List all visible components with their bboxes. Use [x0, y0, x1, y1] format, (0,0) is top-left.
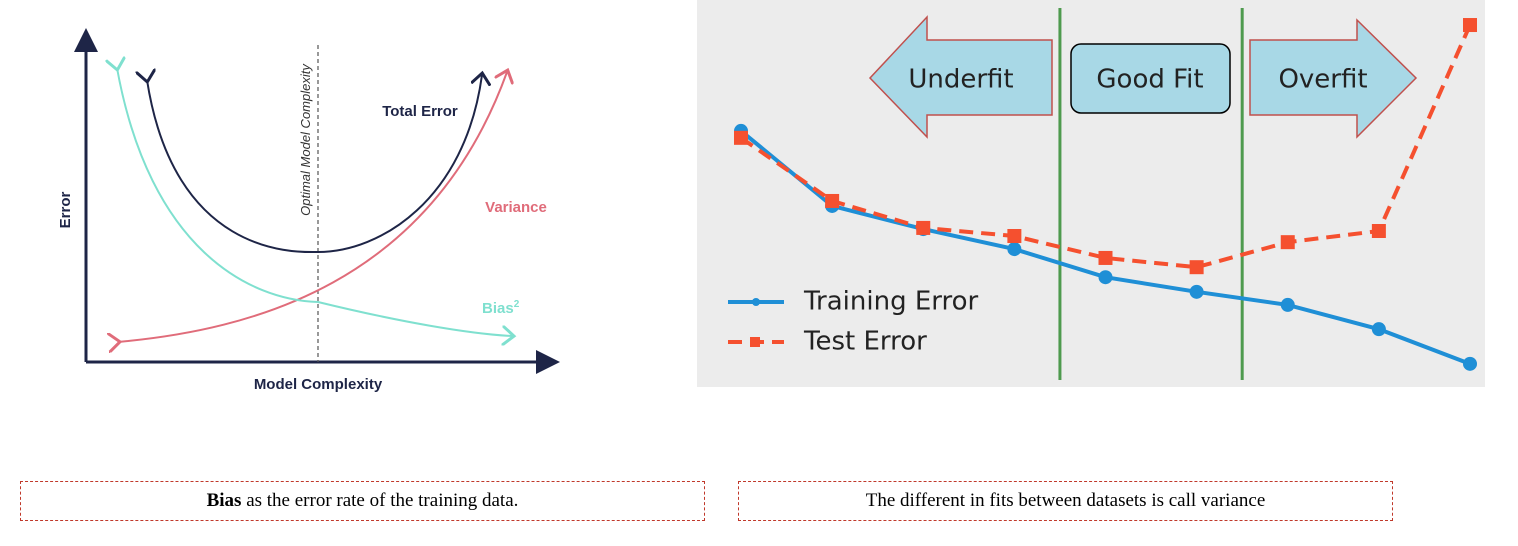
caption: The different in fits between datasets i…	[738, 481, 1393, 521]
legend-label: Test Error	[803, 327, 927, 357]
bias-text: Bias	[482, 300, 514, 317]
marker	[1280, 297, 1295, 312]
bias-curve	[117, 68, 512, 336]
figure: Error Model Complexity Optimal Model Com…	[57, 0, 1485, 393]
marker	[825, 193, 840, 208]
marker	[1463, 18, 1477, 33]
marker	[1280, 235, 1295, 250]
legend-marker	[752, 298, 760, 306]
marker	[1098, 250, 1113, 265]
marker	[1098, 270, 1113, 285]
total-error-label: Total Error	[382, 103, 458, 120]
good-fit-box	[1070, 43, 1231, 114]
caption-text: The different in fits between datasets i…	[865, 490, 1266, 511]
marker	[1007, 242, 1022, 257]
zone-label: Overfit	[1278, 65, 1367, 95]
zone-label: Good Fit	[1096, 65, 1203, 95]
variance-label: Variance	[485, 199, 547, 216]
caption-bold: Bias	[206, 490, 242, 511]
bias-sup: 2	[514, 299, 520, 310]
underfit-arrow	[868, 15, 1053, 139]
series-line	[739, 24, 1472, 270]
bias-label: Bias2	[482, 299, 520, 317]
zone-label: Underfit	[908, 65, 1013, 95]
caption: Bias as the error rate of the training d…	[20, 481, 705, 521]
fit-chart: Underfit Good Fit Overfit Training Error Tes…	[697, 0, 1485, 387]
marker	[1189, 284, 1204, 299]
optimal-label: Optimal Model Complexity	[298, 63, 313, 216]
marker	[1371, 224, 1386, 238]
overfit-arrow	[1249, 18, 1418, 139]
legend-marker	[750, 337, 760, 347]
marker	[1371, 322, 1386, 337]
marker	[1007, 229, 1022, 244]
marker	[916, 220, 931, 235]
caption-text: as the error rate of the training data.	[241, 490, 519, 511]
marker	[734, 130, 748, 145]
bias-variance-diagram: Error Model Complexity Optimal Model Com…	[57, 28, 560, 393]
marker	[1463, 356, 1477, 371]
y-label: Error	[57, 192, 74, 229]
legend-label: Training Error	[803, 287, 979, 317]
marker	[1189, 260, 1204, 275]
total-error-curve	[147, 75, 482, 254]
x-label: Model Complexity	[254, 376, 383, 393]
